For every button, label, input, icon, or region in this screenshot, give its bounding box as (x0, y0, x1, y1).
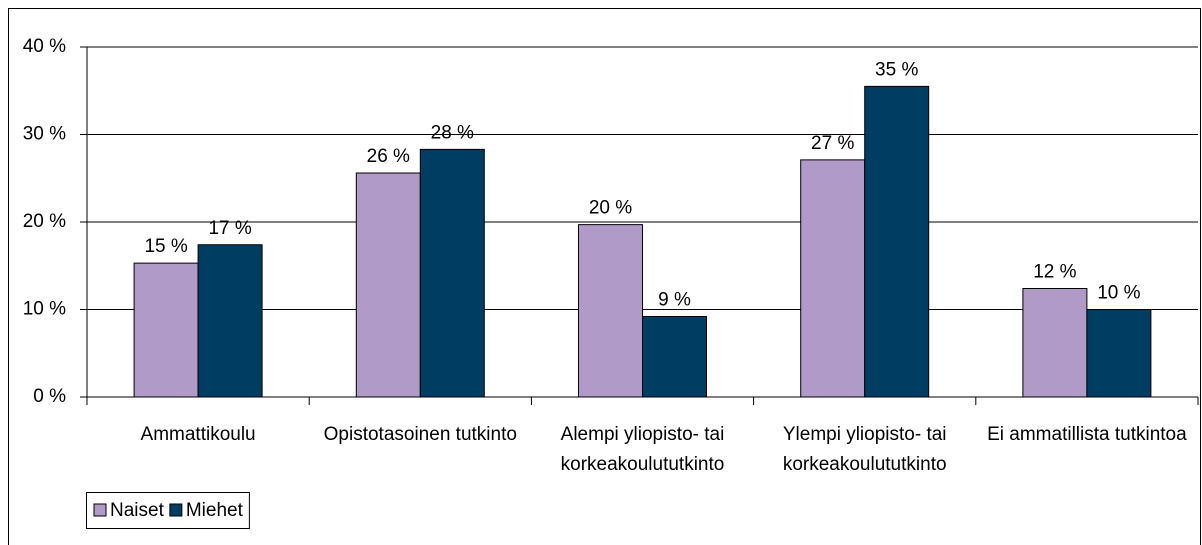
y-tick-label: 40 % (23, 36, 66, 57)
value-label: 35 % (875, 59, 918, 80)
legend-swatch (93, 503, 107, 517)
bar (642, 316, 707, 398)
value-label: 9 % (658, 290, 691, 311)
x-tick-label-line: Ei ammatillista tutkintoa (987, 424, 1187, 445)
y-tick-label: 30 % (23, 124, 66, 145)
x-tick-label-line: korkeakoulututkinto (783, 454, 947, 475)
bar (355, 172, 421, 398)
bar (864, 85, 930, 398)
bar (1086, 309, 1152, 398)
x-tick-label-line: korkeakoulututkinto (561, 454, 725, 475)
bar (578, 224, 643, 398)
bar (800, 159, 866, 398)
x-tick-label-line: Opistotasoinen tutkinto (324, 424, 517, 445)
x-tick-label: Alempi yliopisto- tai korkeakoulututkinto (561, 424, 725, 475)
x-tick-label: Ammattikoulu (141, 424, 256, 445)
bar (133, 262, 199, 398)
legend: Naiset Miehet (86, 492, 250, 529)
legend-label: Naiset (110, 500, 165, 521)
value-label: 20 % (589, 198, 632, 219)
x-tick-label: Ei ammatillista tutkintoa (987, 424, 1187, 445)
value-label: 10 % (1097, 283, 1140, 304)
y-tick-label: 10 % (23, 299, 66, 320)
bar (419, 148, 485, 398)
x-tick-label: Opistotasoinen tutkinto (324, 424, 517, 445)
chart-frame (8, 8, 1201, 545)
x-tick-label-line: Alempi yliopisto- tai (561, 424, 725, 445)
y-tick-label: 20 % (23, 211, 66, 232)
legend-label: Miehet (186, 500, 244, 521)
value-label: 15 % (144, 236, 187, 257)
value-label: 26 % (367, 146, 410, 167)
value-label: 12 % (1033, 262, 1076, 283)
value-label: 17 % (208, 218, 251, 239)
value-label: 27 % (811, 133, 854, 154)
legend-swatch (169, 503, 183, 517)
x-tick-label: Ylempi yliopisto- tai korkeakoulututkinto (783, 424, 947, 475)
bar (1022, 288, 1088, 398)
x-tick-label-line: Ylempi yliopisto- tai (783, 424, 947, 445)
bar (197, 244, 263, 398)
legend-frame (86, 492, 250, 529)
y-tick-label: 0 % (33, 386, 66, 407)
value-label: 28 % (431, 122, 474, 143)
x-tick-label-line: Ammattikoulu (141, 424, 256, 445)
